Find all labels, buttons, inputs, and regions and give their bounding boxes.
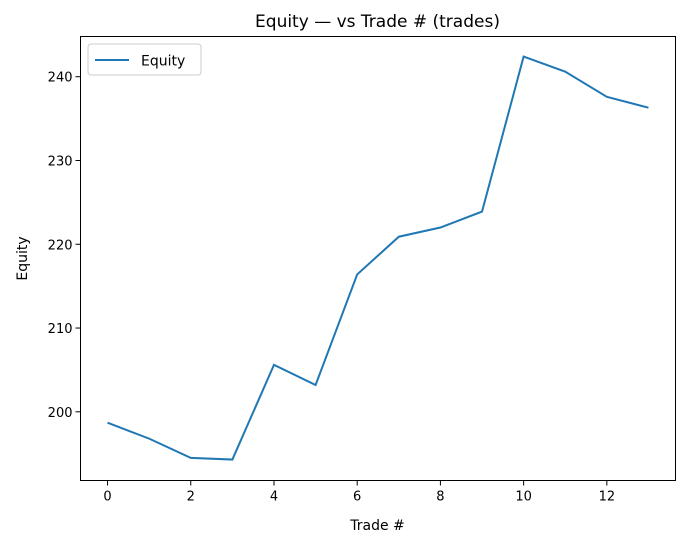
series-line-equity	[107, 55, 649, 461]
x-tick-label: 0	[103, 490, 111, 505]
legend-box	[87, 43, 202, 76]
y-tick-label: 200	[48, 406, 73, 421]
x-tick-label: 10	[515, 490, 532, 505]
x-tick-label: 12	[599, 490, 616, 505]
chart-title: Equity — vs Trade # (trades)	[255, 12, 500, 32]
legend-label-equity: Equity	[141, 54, 185, 70]
x-axis-label: Trade #	[349, 518, 405, 534]
y-tick-label: 220	[48, 238, 73, 253]
x-tick-label: 2	[187, 490, 195, 505]
x-tick-label: 6	[353, 490, 361, 505]
y-tick-label: 210	[48, 322, 73, 337]
y-axis-label: Equity	[15, 236, 31, 280]
y-tick-label: 230	[48, 154, 73, 169]
x-tick-label: 4	[270, 490, 278, 505]
plot-area-frame	[80, 36, 676, 481]
legend: Equity	[87, 43, 202, 76]
y-tick-label: 240	[48, 71, 73, 86]
x-tick-label: 8	[436, 490, 444, 505]
